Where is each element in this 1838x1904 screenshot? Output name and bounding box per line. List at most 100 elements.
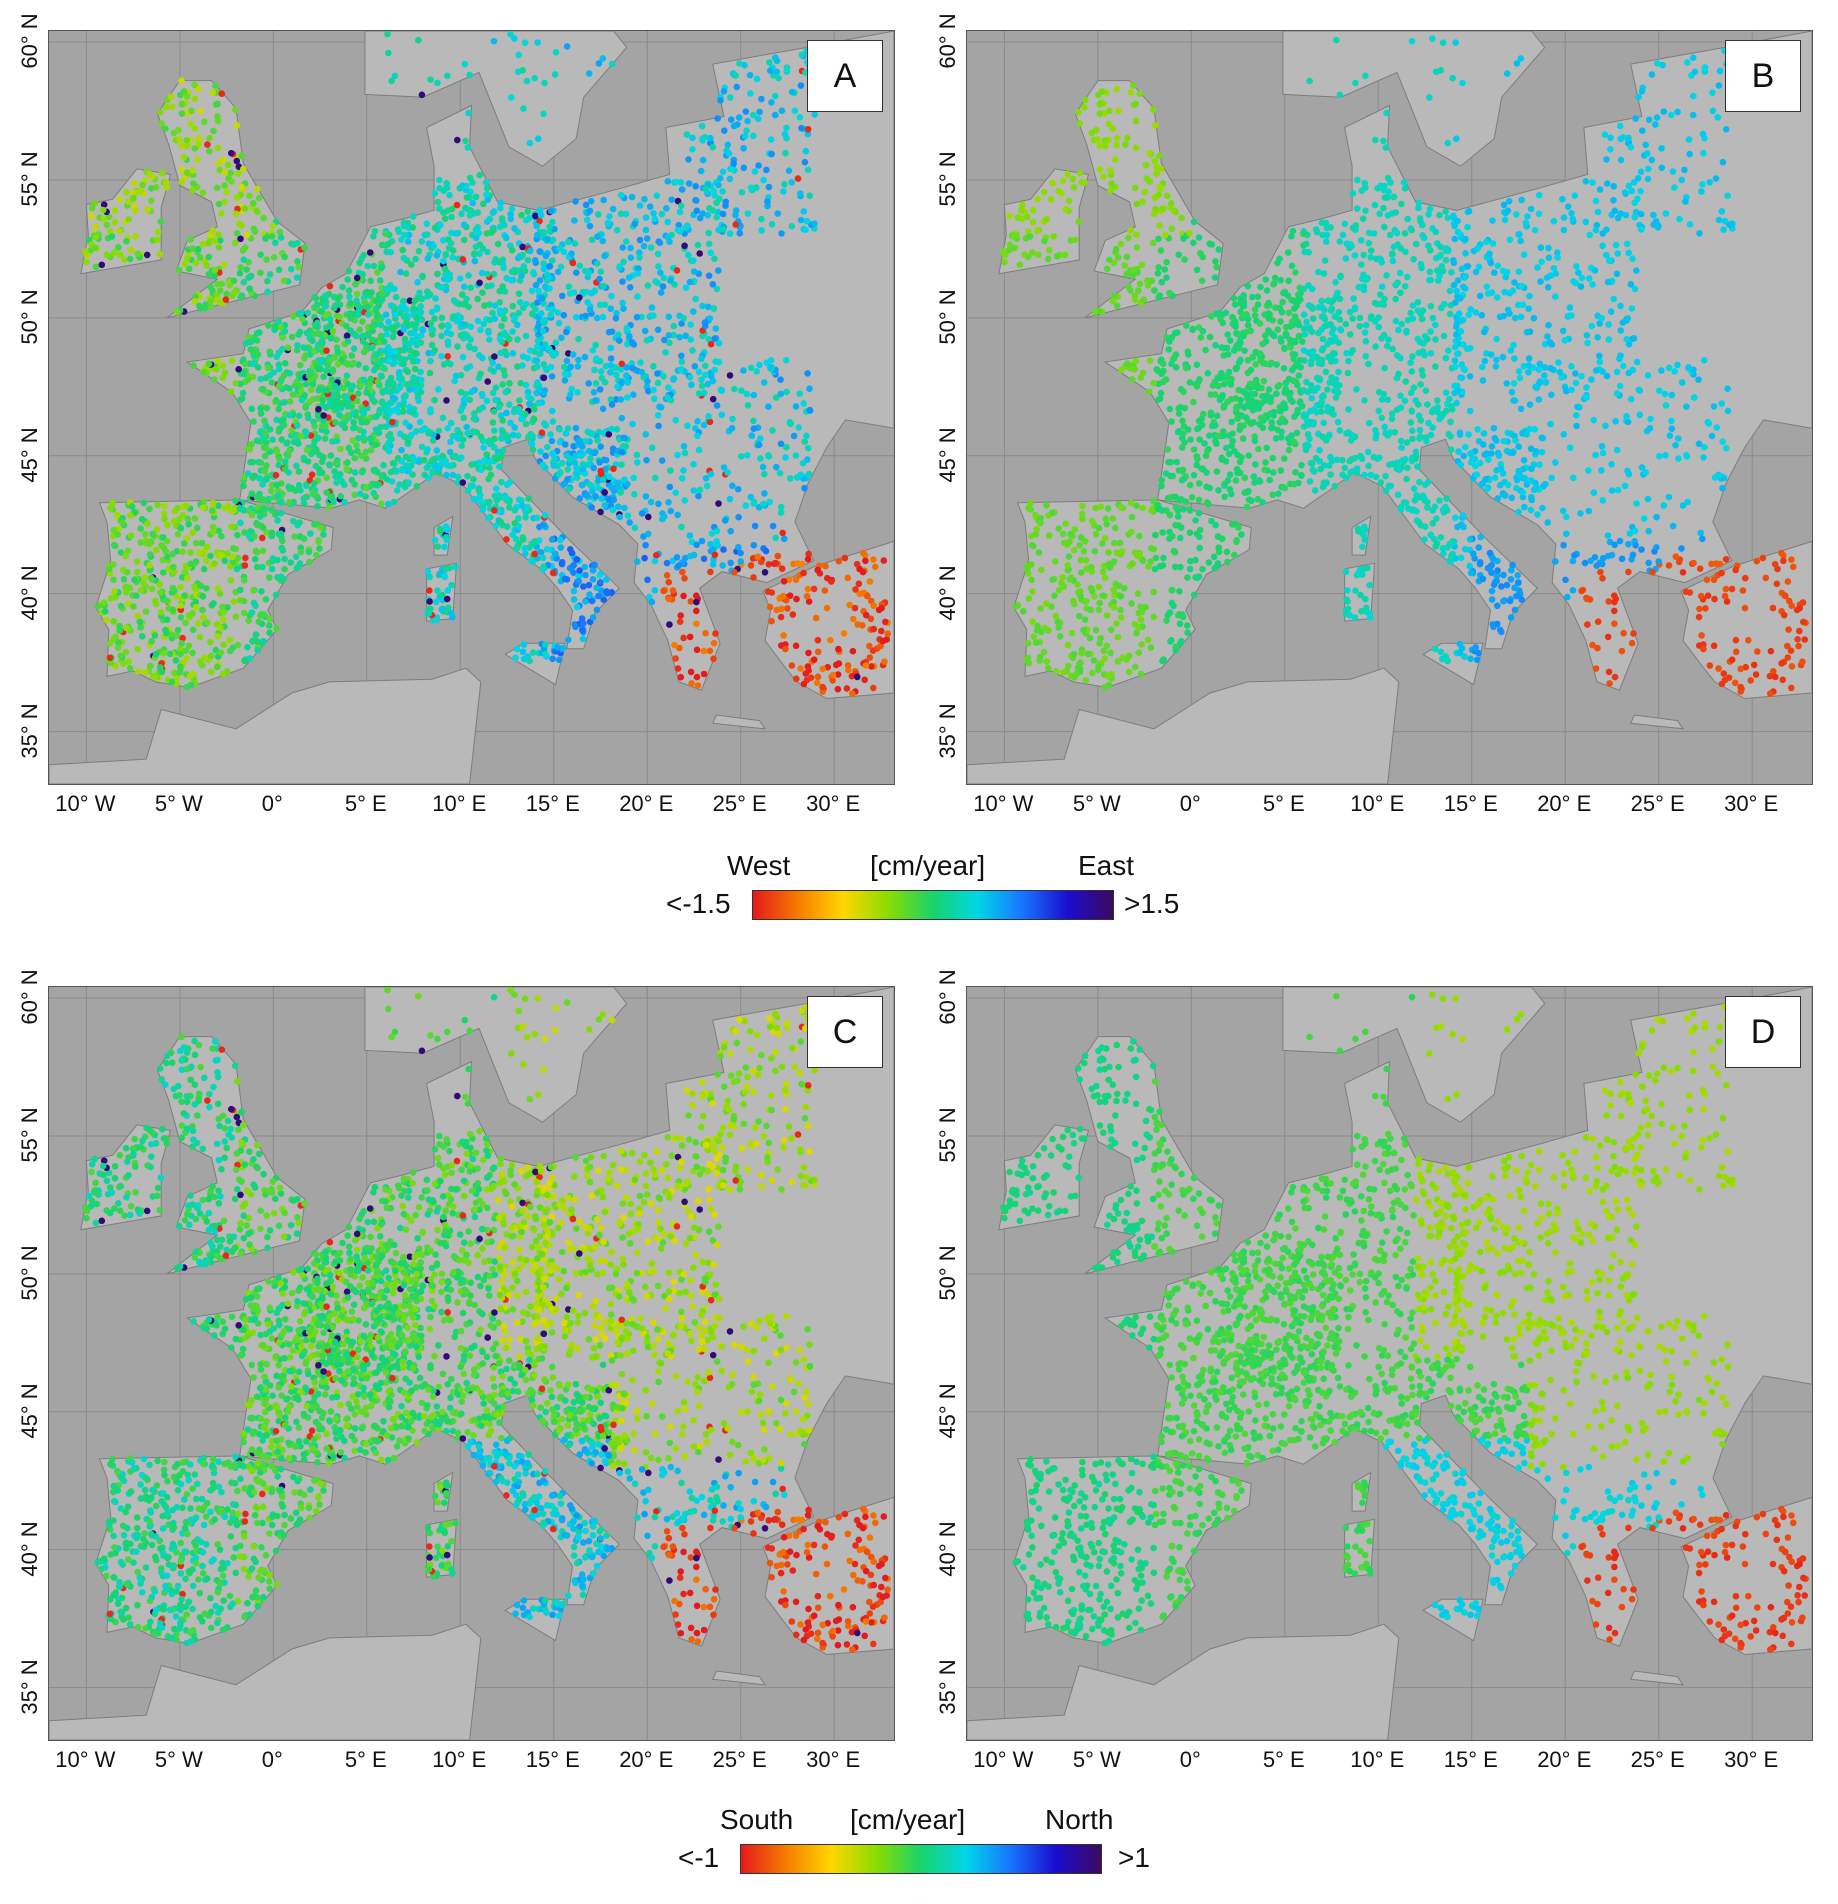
gnss-station xyxy=(264,288,271,296)
gnss-station xyxy=(448,610,455,617)
gnss-station xyxy=(450,297,458,304)
gnss-station xyxy=(819,683,826,691)
gnss-station xyxy=(597,508,604,516)
gnss-station xyxy=(803,217,811,225)
gnss-station xyxy=(148,585,156,593)
gnss-station xyxy=(1262,459,1269,466)
gnss-station xyxy=(744,452,751,459)
gnss-station xyxy=(294,342,301,349)
gnss-station xyxy=(201,118,208,126)
gnss-station xyxy=(266,348,274,356)
gnss-station xyxy=(677,673,685,681)
gnss-station xyxy=(310,448,317,456)
gnss-station xyxy=(1172,364,1180,371)
gnss-station xyxy=(769,427,776,434)
gnss-station xyxy=(460,400,468,408)
gnss-station xyxy=(699,302,706,310)
gnss-station xyxy=(122,583,130,591)
gnss-station xyxy=(231,106,239,114)
gnss-station xyxy=(388,387,396,394)
gnss-station xyxy=(354,397,361,405)
gnss-station xyxy=(486,464,493,472)
gnss-station xyxy=(447,240,455,247)
gnss-station xyxy=(1174,513,1182,520)
gnss-station xyxy=(1333,456,1341,464)
gnss-station xyxy=(494,240,502,248)
gnss-station xyxy=(664,218,672,226)
gnss-station xyxy=(719,562,726,569)
gnss-station xyxy=(1089,669,1096,677)
gnss-station xyxy=(268,487,275,495)
gnss-station xyxy=(487,366,495,373)
gnss-station xyxy=(1117,504,1125,512)
gnss-station xyxy=(489,419,497,426)
gnss-station xyxy=(376,406,384,414)
gnss-station xyxy=(572,424,580,432)
gnss-station xyxy=(363,288,371,296)
gnss-station xyxy=(678,352,685,360)
gnss-station xyxy=(317,359,325,366)
gnss-station xyxy=(1155,396,1162,404)
gnss-station xyxy=(234,554,242,562)
gnss-station xyxy=(245,274,252,281)
gnss-station xyxy=(372,297,380,305)
gnss-station xyxy=(607,396,615,403)
gnss-station xyxy=(298,396,306,404)
gnss-station xyxy=(303,446,311,454)
gnss-station xyxy=(250,200,257,207)
gnss-station xyxy=(1150,497,1157,505)
gnss-station xyxy=(173,674,180,682)
gnss-station xyxy=(518,502,526,509)
gnss-station xyxy=(506,335,513,343)
gnss-station xyxy=(777,503,785,511)
gnss-station xyxy=(323,386,331,394)
gnss-station xyxy=(561,377,569,384)
gnss-station xyxy=(625,274,633,281)
gnss-station xyxy=(490,444,498,451)
gnss-station xyxy=(251,555,259,563)
gnss-station xyxy=(738,453,745,460)
gnss-station xyxy=(727,94,734,101)
gnss-station xyxy=(217,649,225,656)
gnss-station xyxy=(103,616,110,624)
gnss-station xyxy=(447,330,455,338)
gnss-station xyxy=(177,91,184,99)
map-frame xyxy=(48,30,895,785)
gnss-station xyxy=(407,261,415,268)
gnss-station xyxy=(440,283,448,291)
gnss-station xyxy=(1070,546,1078,554)
gnss-station xyxy=(115,525,122,533)
gnss-station xyxy=(1249,353,1256,361)
gnss-station xyxy=(848,672,856,680)
gnss-station xyxy=(219,670,227,678)
gnss-station xyxy=(672,178,680,186)
gnss-station xyxy=(286,411,293,419)
gnss-station xyxy=(334,348,342,356)
gnss-station xyxy=(484,248,491,256)
gnss-station xyxy=(411,297,419,305)
gnss-station xyxy=(224,161,232,169)
gnss-station xyxy=(266,615,273,623)
gnss-station xyxy=(125,600,132,607)
gnss-station xyxy=(1196,544,1203,552)
gnss-station xyxy=(164,521,171,529)
gnss-station xyxy=(227,563,234,570)
gnss-station xyxy=(563,43,571,50)
gnss-station xyxy=(1049,576,1056,583)
gnss-station xyxy=(1212,342,1219,349)
gnss-station xyxy=(534,337,542,345)
gnss-station xyxy=(177,583,184,591)
gnss-station xyxy=(1336,427,1344,434)
gnss-station xyxy=(259,534,266,542)
gnss-station xyxy=(492,384,500,392)
gnss-station xyxy=(753,368,760,375)
gnss-station xyxy=(779,529,786,537)
gnss-station xyxy=(443,180,451,187)
gnss-station xyxy=(596,358,604,365)
gnss-station xyxy=(537,211,545,219)
gnss-station xyxy=(1139,504,1146,512)
gnss-station xyxy=(458,210,465,218)
gnss-station xyxy=(315,330,323,337)
gnss-station xyxy=(711,366,718,374)
gnss-station xyxy=(1317,402,1325,410)
